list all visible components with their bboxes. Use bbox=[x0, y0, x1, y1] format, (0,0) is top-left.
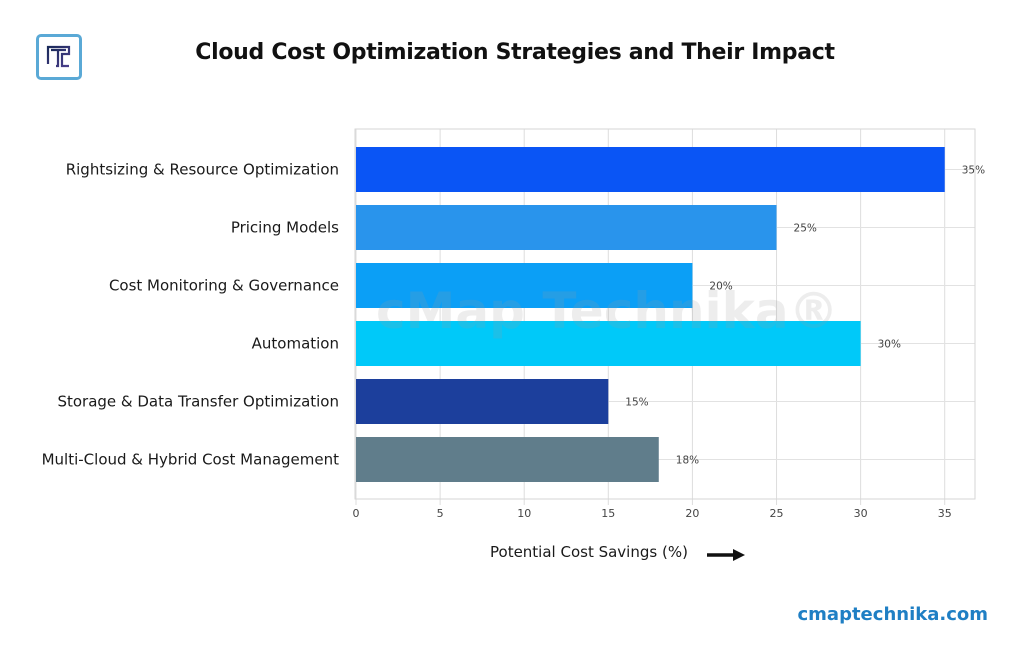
x-tick-label: 35 bbox=[938, 507, 952, 520]
y-category-label: Automation bbox=[252, 335, 339, 353]
bar-value-label: 25% bbox=[794, 223, 817, 235]
x-axis-label: Potential Cost Savings (%) bbox=[490, 543, 688, 561]
x-tick-label: 10 bbox=[517, 507, 531, 520]
y-category-label: Cost Monitoring & Governance bbox=[109, 277, 339, 295]
bar bbox=[356, 379, 609, 424]
logo bbox=[36, 34, 82, 80]
x-tick-label: 15 bbox=[601, 507, 615, 520]
watermark: cMap Technika® bbox=[376, 282, 839, 340]
bar bbox=[356, 263, 693, 308]
bar bbox=[356, 147, 945, 192]
x-tick-label: 5 bbox=[437, 507, 444, 520]
bar-value-label: 18% bbox=[676, 455, 699, 467]
x-tick-label: 20 bbox=[685, 507, 699, 520]
bar bbox=[356, 437, 659, 482]
x-tick-label: 0 bbox=[353, 507, 360, 520]
bar-value-label: 20% bbox=[709, 281, 732, 293]
bar bbox=[356, 205, 777, 250]
y-category-label: Pricing Models bbox=[231, 219, 339, 237]
x-tick-label: 30 bbox=[854, 507, 868, 520]
y-category-label: Multi-Cloud & Hybrid Cost Management bbox=[42, 451, 340, 469]
bar bbox=[356, 321, 861, 366]
technika-t-logo-icon bbox=[46, 45, 71, 68]
chart-title: Cloud Cost Optimization Strategies and T… bbox=[195, 40, 835, 65]
right-arrow-icon bbox=[707, 549, 745, 561]
y-category-label: Rightsizing & Resource Optimization bbox=[66, 161, 339, 179]
x-tick-label: 25 bbox=[770, 507, 784, 520]
bar-value-label: 30% bbox=[878, 339, 901, 351]
website-link[interactable]: cmaptechnika.com bbox=[797, 604, 989, 625]
y-category-label: Storage & Data Transfer Optimization bbox=[57, 393, 339, 411]
bar-value-label: 15% bbox=[625, 397, 648, 409]
bar-value-label: 35% bbox=[962, 165, 985, 177]
